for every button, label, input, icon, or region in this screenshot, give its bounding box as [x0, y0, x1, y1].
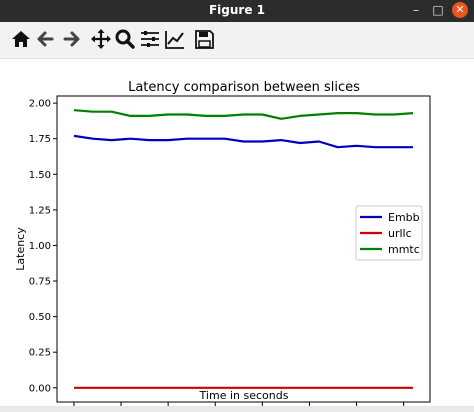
forward-button[interactable] — [60, 28, 82, 50]
window-bottom-edge — [0, 406, 474, 412]
navigation-toolbar — [0, 22, 474, 59]
edit-axis-line-icon — [165, 31, 184, 49]
back-arrow-icon — [37, 31, 54, 47]
maximize-button[interactable]: □ — [432, 3, 444, 17]
zoom-magnifier-icon — [115, 29, 135, 49]
pan-move-icon — [91, 29, 111, 49]
legend-frame — [355, 205, 423, 261]
home-icon — [12, 31, 30, 47]
y-tick-label: 2.00 — [29, 99, 51, 110]
window-title: Figure 1 — [208, 3, 266, 17]
y-tick-label: 1.50 — [29, 170, 51, 181]
line-chart: Latency comparison between slices 0.02.5… — [14, 80, 431, 412]
legend: Embb urllc mmtc — [355, 205, 423, 261]
zoom-button[interactable] — [114, 28, 136, 50]
x-axis-label: Time in seconds — [199, 389, 289, 402]
series-line-mmtc — [73, 109, 414, 120]
y-tick-label: 0.75 — [29, 277, 51, 288]
y-tick-label: 0.00 — [29, 383, 51, 394]
pan-button[interactable] — [90, 28, 112, 50]
configure-subplots-icon — [141, 31, 159, 47]
window-titlebar: Figure 1 – □ ✕ — [0, 0, 474, 22]
y-axis-label: Latency — [14, 227, 27, 271]
home-button[interactable] — [10, 28, 32, 50]
save-button[interactable] — [193, 28, 215, 50]
y-tick-label: 1.75 — [29, 134, 51, 145]
chart-title: Latency comparison between slices — [128, 80, 360, 95]
configure-subplots-button[interactable] — [139, 28, 161, 50]
forward-arrow-icon — [63, 31, 80, 47]
y-tick-label: 0.50 — [29, 312, 51, 323]
figure-canvas[interactable]: Latency comparison between slices 0.02.5… — [0, 59, 474, 412]
edit-axis-button[interactable] — [164, 28, 186, 50]
close-button[interactable]: ✕ — [452, 2, 468, 18]
series-line-embb — [73, 134, 413, 149]
y-tick-label: 1.00 — [29, 241, 51, 252]
legend-label-embb: Embb — [388, 211, 420, 224]
axes-frame — [56, 95, 431, 403]
legend-label-mmtc: mmtc — [388, 243, 420, 256]
legend-label-urllc: urllc — [388, 227, 412, 240]
minimize-button[interactable]: – — [413, 3, 419, 17]
back-button[interactable] — [35, 28, 57, 50]
y-tick-label: 1.25 — [29, 205, 51, 216]
y-tick-label: 0.25 — [29, 348, 51, 359]
save-floppy-icon — [195, 30, 214, 49]
